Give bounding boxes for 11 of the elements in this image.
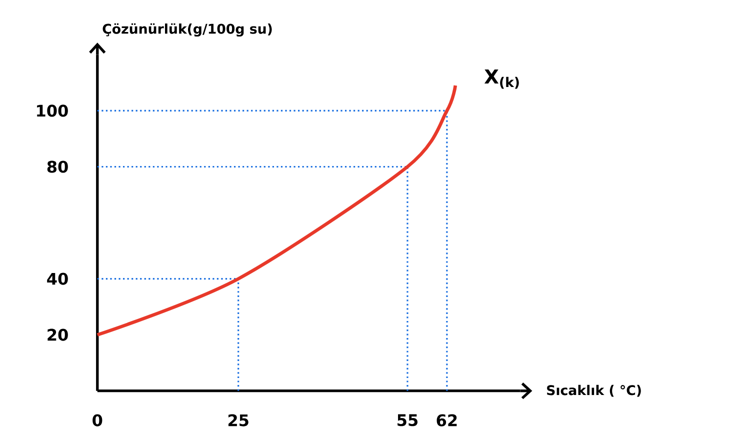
y-tick-label: 20 xyxy=(48,328,68,341)
x-tick-label: 55 xyxy=(398,414,418,426)
series-label: X$_{(k)}$ xyxy=(484,69,519,89)
y-axis-title: Çözünürlük(g/100g su) xyxy=(102,23,272,36)
y-tick-label: 100 xyxy=(37,104,68,117)
x-axis-title: Sıcaklık ( °C) xyxy=(547,384,641,397)
x-tick-label: 0 xyxy=(92,414,102,426)
x-tick-label: 62 xyxy=(436,414,457,426)
y-tick-label: 80 xyxy=(47,160,68,173)
y-tick-label: 40 xyxy=(47,272,68,285)
x-tick-label: 25 xyxy=(228,414,248,426)
